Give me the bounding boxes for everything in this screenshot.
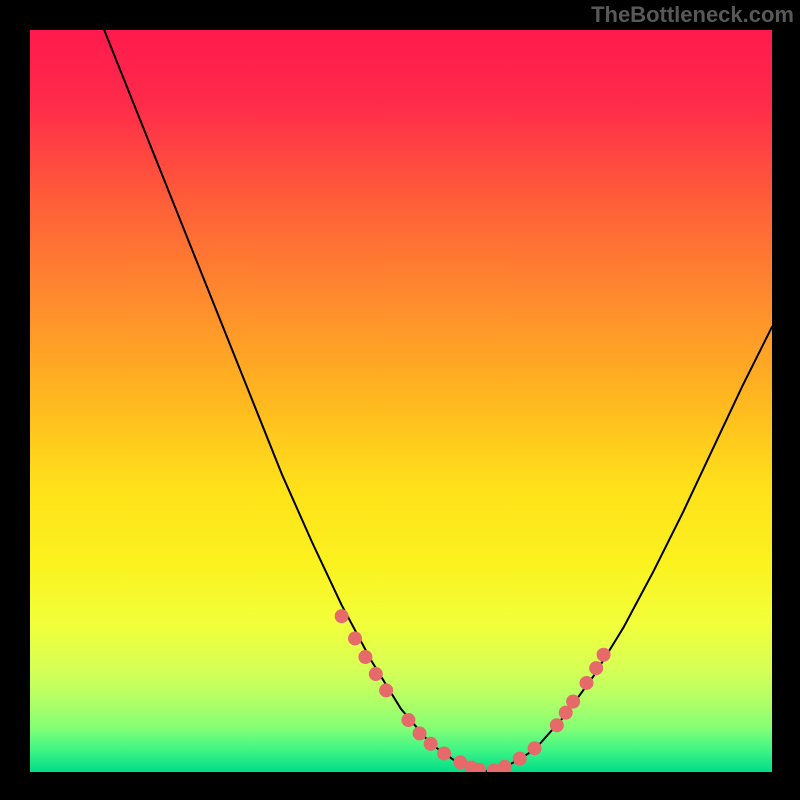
curve-marker (369, 667, 383, 681)
curve-marker (348, 631, 362, 645)
plot-area (30, 30, 772, 772)
chart-frame: TheBottleneck.com (0, 0, 800, 800)
curve-marker (379, 683, 393, 697)
curve-marker (597, 648, 611, 662)
curve-marker (437, 746, 451, 760)
curve-marker (550, 718, 564, 732)
curve-marker (528, 741, 542, 755)
curve-marker (580, 676, 594, 690)
attribution-watermark: TheBottleneck.com (591, 2, 794, 28)
curve-marker (358, 650, 372, 664)
curve-marker (566, 695, 580, 709)
curve-marker (335, 609, 349, 623)
bottleneck-chart-svg (30, 30, 772, 772)
curve-marker (589, 661, 603, 675)
curve-marker (401, 713, 415, 727)
curve-marker (424, 737, 438, 751)
chart-background (30, 30, 772, 772)
curve-marker (513, 752, 527, 766)
curve-marker (413, 726, 427, 740)
